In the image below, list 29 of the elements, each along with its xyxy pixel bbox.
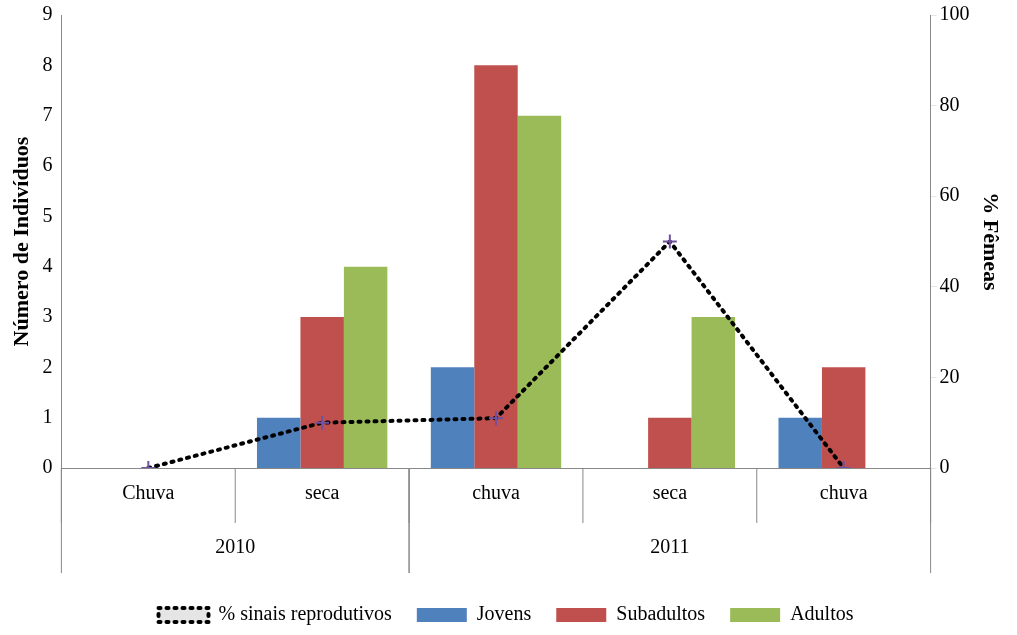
- y2-tick-label: 100: [939, 2, 970, 25]
- y-tick-label: 8: [42, 52, 53, 75]
- y-tick-label: 9: [42, 2, 53, 25]
- y-tick-label: 0: [42, 455, 53, 478]
- y-tick-label: 1: [42, 404, 53, 427]
- y2-tick-label: 60: [939, 183, 960, 206]
- x-tick-label: Chuva: [122, 481, 175, 504]
- text: 2010: [215, 535, 256, 558]
- legend-label: Subadultos: [616, 602, 706, 625]
- y2-tick-label: 20: [939, 364, 960, 387]
- y2-tick-label: 0: [939, 455, 950, 478]
- x-tick-label: chuva: [819, 481, 868, 504]
- legend-label: Adultos: [790, 602, 854, 625]
- y-tick-label: 7: [42, 102, 53, 125]
- y2-tick-label: 80: [939, 92, 960, 115]
- y-tick-label: 5: [42, 203, 53, 226]
- y-tick-label: 4: [42, 253, 53, 276]
- y-axis-title: Número de Indivíduos: [7, 136, 33, 347]
- x-tick-label: seca: [652, 481, 688, 504]
- y-tick-label: 2: [42, 354, 53, 377]
- y2-tick-label: 40: [939, 274, 960, 297]
- y-tick-label: 6: [42, 153, 53, 176]
- legend-label: Jovens: [476, 602, 532, 625]
- y-tick-label: 3: [42, 304, 53, 327]
- x-tick-label: chuva: [472, 481, 520, 504]
- x-tick-label: seca: [304, 481, 340, 504]
- text: 2011: [650, 535, 690, 558]
- legend-label: % sinais reprodutivos: [218, 602, 393, 626]
- y2-axis-title: % Fêmeas: [979, 192, 1005, 292]
